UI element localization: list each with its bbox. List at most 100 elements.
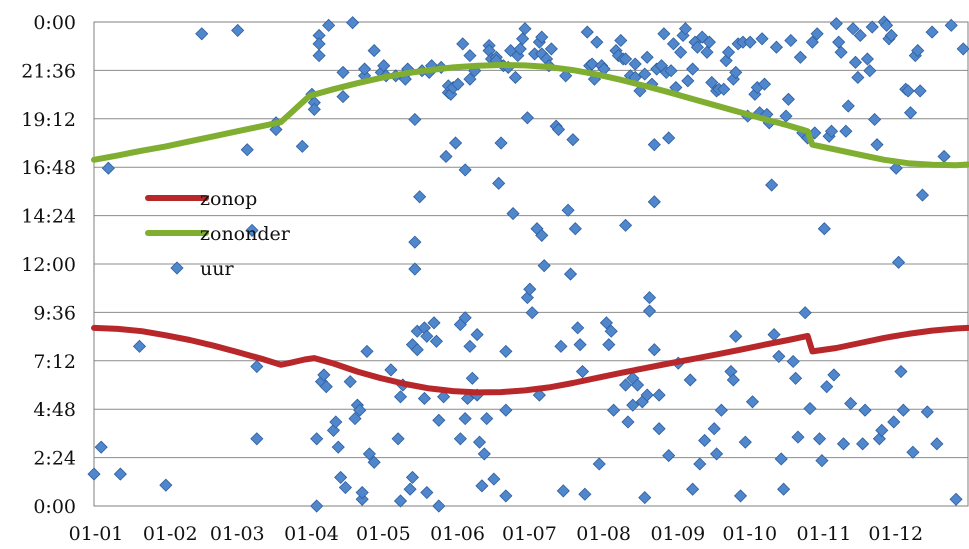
uur-point [817,222,831,236]
y-tick-label: 19:12 [21,109,76,131]
uur-point [875,423,889,437]
uur-point [592,457,606,471]
uur-point [475,479,489,493]
x-tick-label: 01-07 [502,523,557,545]
uur-point [393,494,408,508]
legend-label-zonop: zonop [200,188,257,210]
uur-point [638,67,652,81]
uur-point [312,37,326,51]
uur-point [693,457,707,471]
uur-point [571,321,585,335]
uur-point [913,84,927,98]
uur-point [798,306,812,320]
uur-point [453,432,467,446]
uur-point [621,415,635,429]
uur-point [410,343,424,357]
uur-point [662,449,676,463]
x-tick-label: 01-08 [576,523,631,545]
uur-point [470,328,484,342]
uur-point [784,33,798,48]
uur-point [743,35,757,49]
x-tick-label: 01-01 [69,523,124,545]
uur-point [717,82,731,96]
uur-point [310,432,324,446]
uur-point [537,259,551,273]
uur-point [662,131,676,145]
uur-point [94,440,108,454]
uur-point [827,368,841,382]
uur-point [367,455,381,469]
legend-label-zononder: zononder [200,223,291,245]
uur-point [765,178,779,192]
uur-point [698,433,712,448]
uur-point [774,452,788,466]
uur-point [544,42,558,56]
uur-point [666,37,681,51]
uur-point [159,478,173,492]
uur-point [195,27,209,41]
uur-point [674,45,688,59]
uur-point [518,22,532,36]
uur-point [690,40,704,54]
uur-point [417,391,432,406]
uur-point [408,262,422,276]
uur-point [420,329,434,343]
uur-point [678,22,693,36]
uur-point [338,480,352,495]
uur-point [408,112,422,127]
uur-point [726,373,740,387]
uur-point [614,33,628,48]
uur-point [607,403,621,417]
uur-point [851,70,865,85]
uur-point [331,440,345,454]
y-tick-label: 21:36 [21,60,76,82]
uur-point [322,18,336,32]
uur-point [906,445,920,459]
uur-point [638,491,652,505]
uur-point [516,32,530,46]
uur-point [463,339,477,353]
uur-point [367,44,381,58]
uur-point [805,35,819,49]
uur-point [870,138,884,152]
uur-point [856,437,870,451]
uur-point [250,432,264,446]
uur-point [494,136,508,150]
uur-point [729,329,743,343]
x-axis-ticks: 01-01 01-02 01-03 01-04 01-05 01-06 01-07 01-08… [69,523,924,545]
uur-point [884,28,898,43]
y-tick-label: 0:00 [33,496,76,518]
y-tick-label: 14:24 [21,206,76,228]
x-tick-label: 01-04 [284,523,339,545]
uur-point [432,499,446,513]
uur-point [463,72,477,86]
uur-point [362,447,376,461]
uur-point [619,52,633,66]
uur-point [437,390,451,404]
uur-point [755,32,769,46]
uur-point [312,49,326,63]
uur-point [738,435,752,449]
uur-point [887,415,901,429]
uur-point [561,203,575,217]
uur-point [777,482,791,496]
uur-point [360,344,374,358]
uur-point [628,57,642,71]
uur-point [556,484,570,498]
x-tick-label: 01-06 [430,523,485,545]
zonop-line [91,324,969,396]
uur-point [789,371,803,385]
uur-point [391,432,405,446]
uur-point [336,90,350,104]
uur-point [769,40,784,54]
uur-point [949,492,963,506]
uur-point [772,349,786,363]
uur-point [568,222,582,236]
uur-point [810,27,824,41]
uur-point [642,291,657,305]
zononder-line [91,62,969,169]
uur-point [460,391,475,406]
y-tick-label: 7:12 [33,351,76,373]
uur-point [779,109,793,123]
